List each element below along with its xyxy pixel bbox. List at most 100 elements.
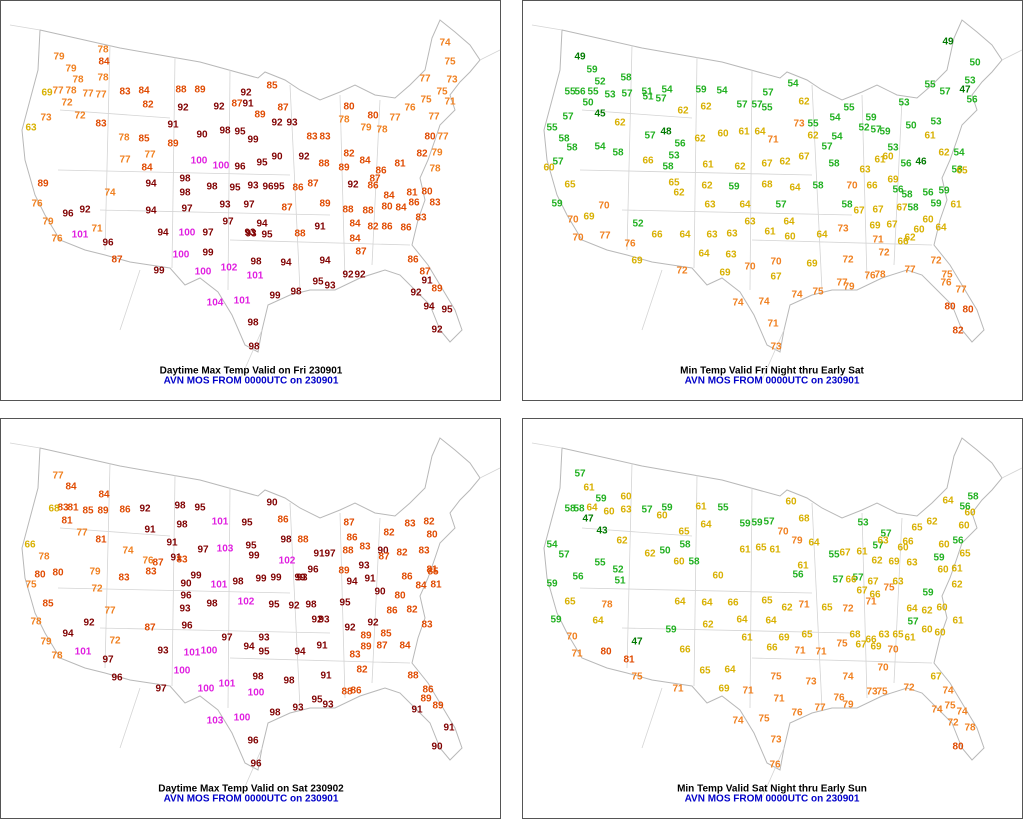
station-value: 100: [173, 250, 190, 261]
station-value: 50: [969, 58, 981, 69]
station-value: 54: [594, 142, 606, 153]
station-value: 69: [41, 88, 53, 99]
station-value: 58: [558, 134, 570, 145]
station-value: 77: [836, 278, 848, 289]
station-value: 78: [874, 270, 886, 281]
station-value: 91: [313, 549, 325, 560]
panel-subtitle: AVN MOS FROM 0000UTC on 230901: [685, 794, 860, 805]
station-value: 86: [375, 166, 387, 177]
station-value: 62: [938, 148, 950, 159]
station-value: 92: [288, 601, 300, 612]
station-value: 66: [902, 537, 914, 548]
station-value: 58: [828, 159, 840, 170]
station-value: 77: [104, 606, 116, 617]
station-value: 67: [770, 272, 782, 283]
station-value: 47: [631, 637, 643, 648]
station-value: 66: [679, 645, 691, 656]
station-value: 71: [865, 597, 877, 608]
station-value: 57: [558, 550, 570, 561]
station-value: 47: [959, 85, 971, 96]
station-value: 89: [167, 139, 179, 150]
station-value: 80: [962, 305, 974, 316]
station-value: 100: [191, 156, 208, 167]
station-value: 90: [431, 742, 443, 753]
station-value: 83: [359, 542, 371, 553]
station-value: 71: [798, 600, 810, 611]
station-value: 90: [180, 579, 192, 590]
station-value: 94: [256, 219, 268, 230]
station-value: 49: [942, 37, 954, 48]
station-value: 75: [836, 639, 848, 650]
station-value: 92: [271, 118, 283, 129]
station-value: 83: [57, 503, 69, 514]
station-value: 77: [52, 471, 64, 482]
station-value: 93: [318, 615, 330, 626]
station-value: 101: [247, 271, 264, 282]
station-value: 77: [428, 112, 440, 123]
station-value: 62: [798, 97, 810, 108]
station-value: 74: [732, 298, 744, 309]
station-value: 78: [964, 723, 976, 734]
station-value: 76: [864, 271, 876, 282]
station-value: 53: [964, 76, 976, 87]
station-value: 59: [595, 494, 607, 505]
station-value: 55: [587, 87, 599, 98]
station-value: 86: [407, 255, 419, 266]
station-value: 103: [217, 544, 234, 555]
station-value: 83: [118, 573, 130, 584]
station-value: 79: [89, 567, 101, 578]
station-value: 63: [744, 217, 756, 228]
station-value: 79: [40, 637, 52, 648]
station-value: 76: [51, 234, 63, 245]
station-value: 72: [842, 604, 854, 615]
station-value: 74: [791, 290, 803, 301]
station-value: 60: [936, 603, 948, 614]
station-value: 83: [415, 213, 427, 224]
station-value: 58: [841, 200, 853, 211]
station-value: 89: [254, 110, 266, 121]
station-value: 84: [138, 86, 150, 97]
station-value: 58: [951, 165, 963, 176]
station-value: 57: [880, 529, 892, 540]
station-value: 63: [877, 536, 889, 547]
station-value: 76: [624, 239, 636, 250]
station-value: 99: [248, 551, 260, 562]
station-value: 95: [312, 277, 324, 288]
station-value: 87: [343, 518, 355, 529]
station-value: 98: [232, 577, 244, 588]
station-value: 57: [832, 575, 844, 586]
station-value: 71: [571, 649, 583, 660]
station-value: 58: [566, 143, 578, 154]
station-value: 78: [338, 115, 350, 126]
station-value: 64: [754, 127, 766, 138]
station-value: 62: [926, 517, 938, 528]
station-value: 87: [419, 267, 431, 278]
station-value: 96: [102, 238, 114, 249]
station-value: 57: [574, 469, 586, 480]
station-value: 62: [694, 134, 706, 145]
station-value: 94: [346, 577, 358, 588]
station-value: 87: [355, 247, 367, 258]
station-value: 88: [341, 687, 353, 698]
station-value: 91: [364, 574, 376, 585]
station-value: 75: [758, 714, 770, 725]
station-value: 94: [423, 302, 435, 313]
station-value: 85: [380, 629, 392, 640]
station-value: 58: [612, 148, 624, 159]
station-value: 58: [573, 504, 585, 515]
station-value: 75: [876, 687, 888, 698]
station-value: 69: [870, 642, 882, 653]
station-value: 64: [765, 616, 777, 627]
station-value: 93: [219, 200, 231, 211]
station-value: 62: [871, 556, 883, 567]
station-value: 87: [376, 641, 388, 652]
station-value: 67: [798, 152, 810, 163]
station-value: 96: [111, 673, 123, 684]
station-value: 92: [311, 615, 323, 626]
station-value: 92: [354, 270, 366, 281]
station-value: 93: [286, 118, 298, 129]
station-value: 60: [712, 571, 724, 582]
station-value: 92: [79, 205, 91, 216]
station-value: 100: [198, 684, 215, 695]
station-value: 80: [952, 742, 964, 753]
